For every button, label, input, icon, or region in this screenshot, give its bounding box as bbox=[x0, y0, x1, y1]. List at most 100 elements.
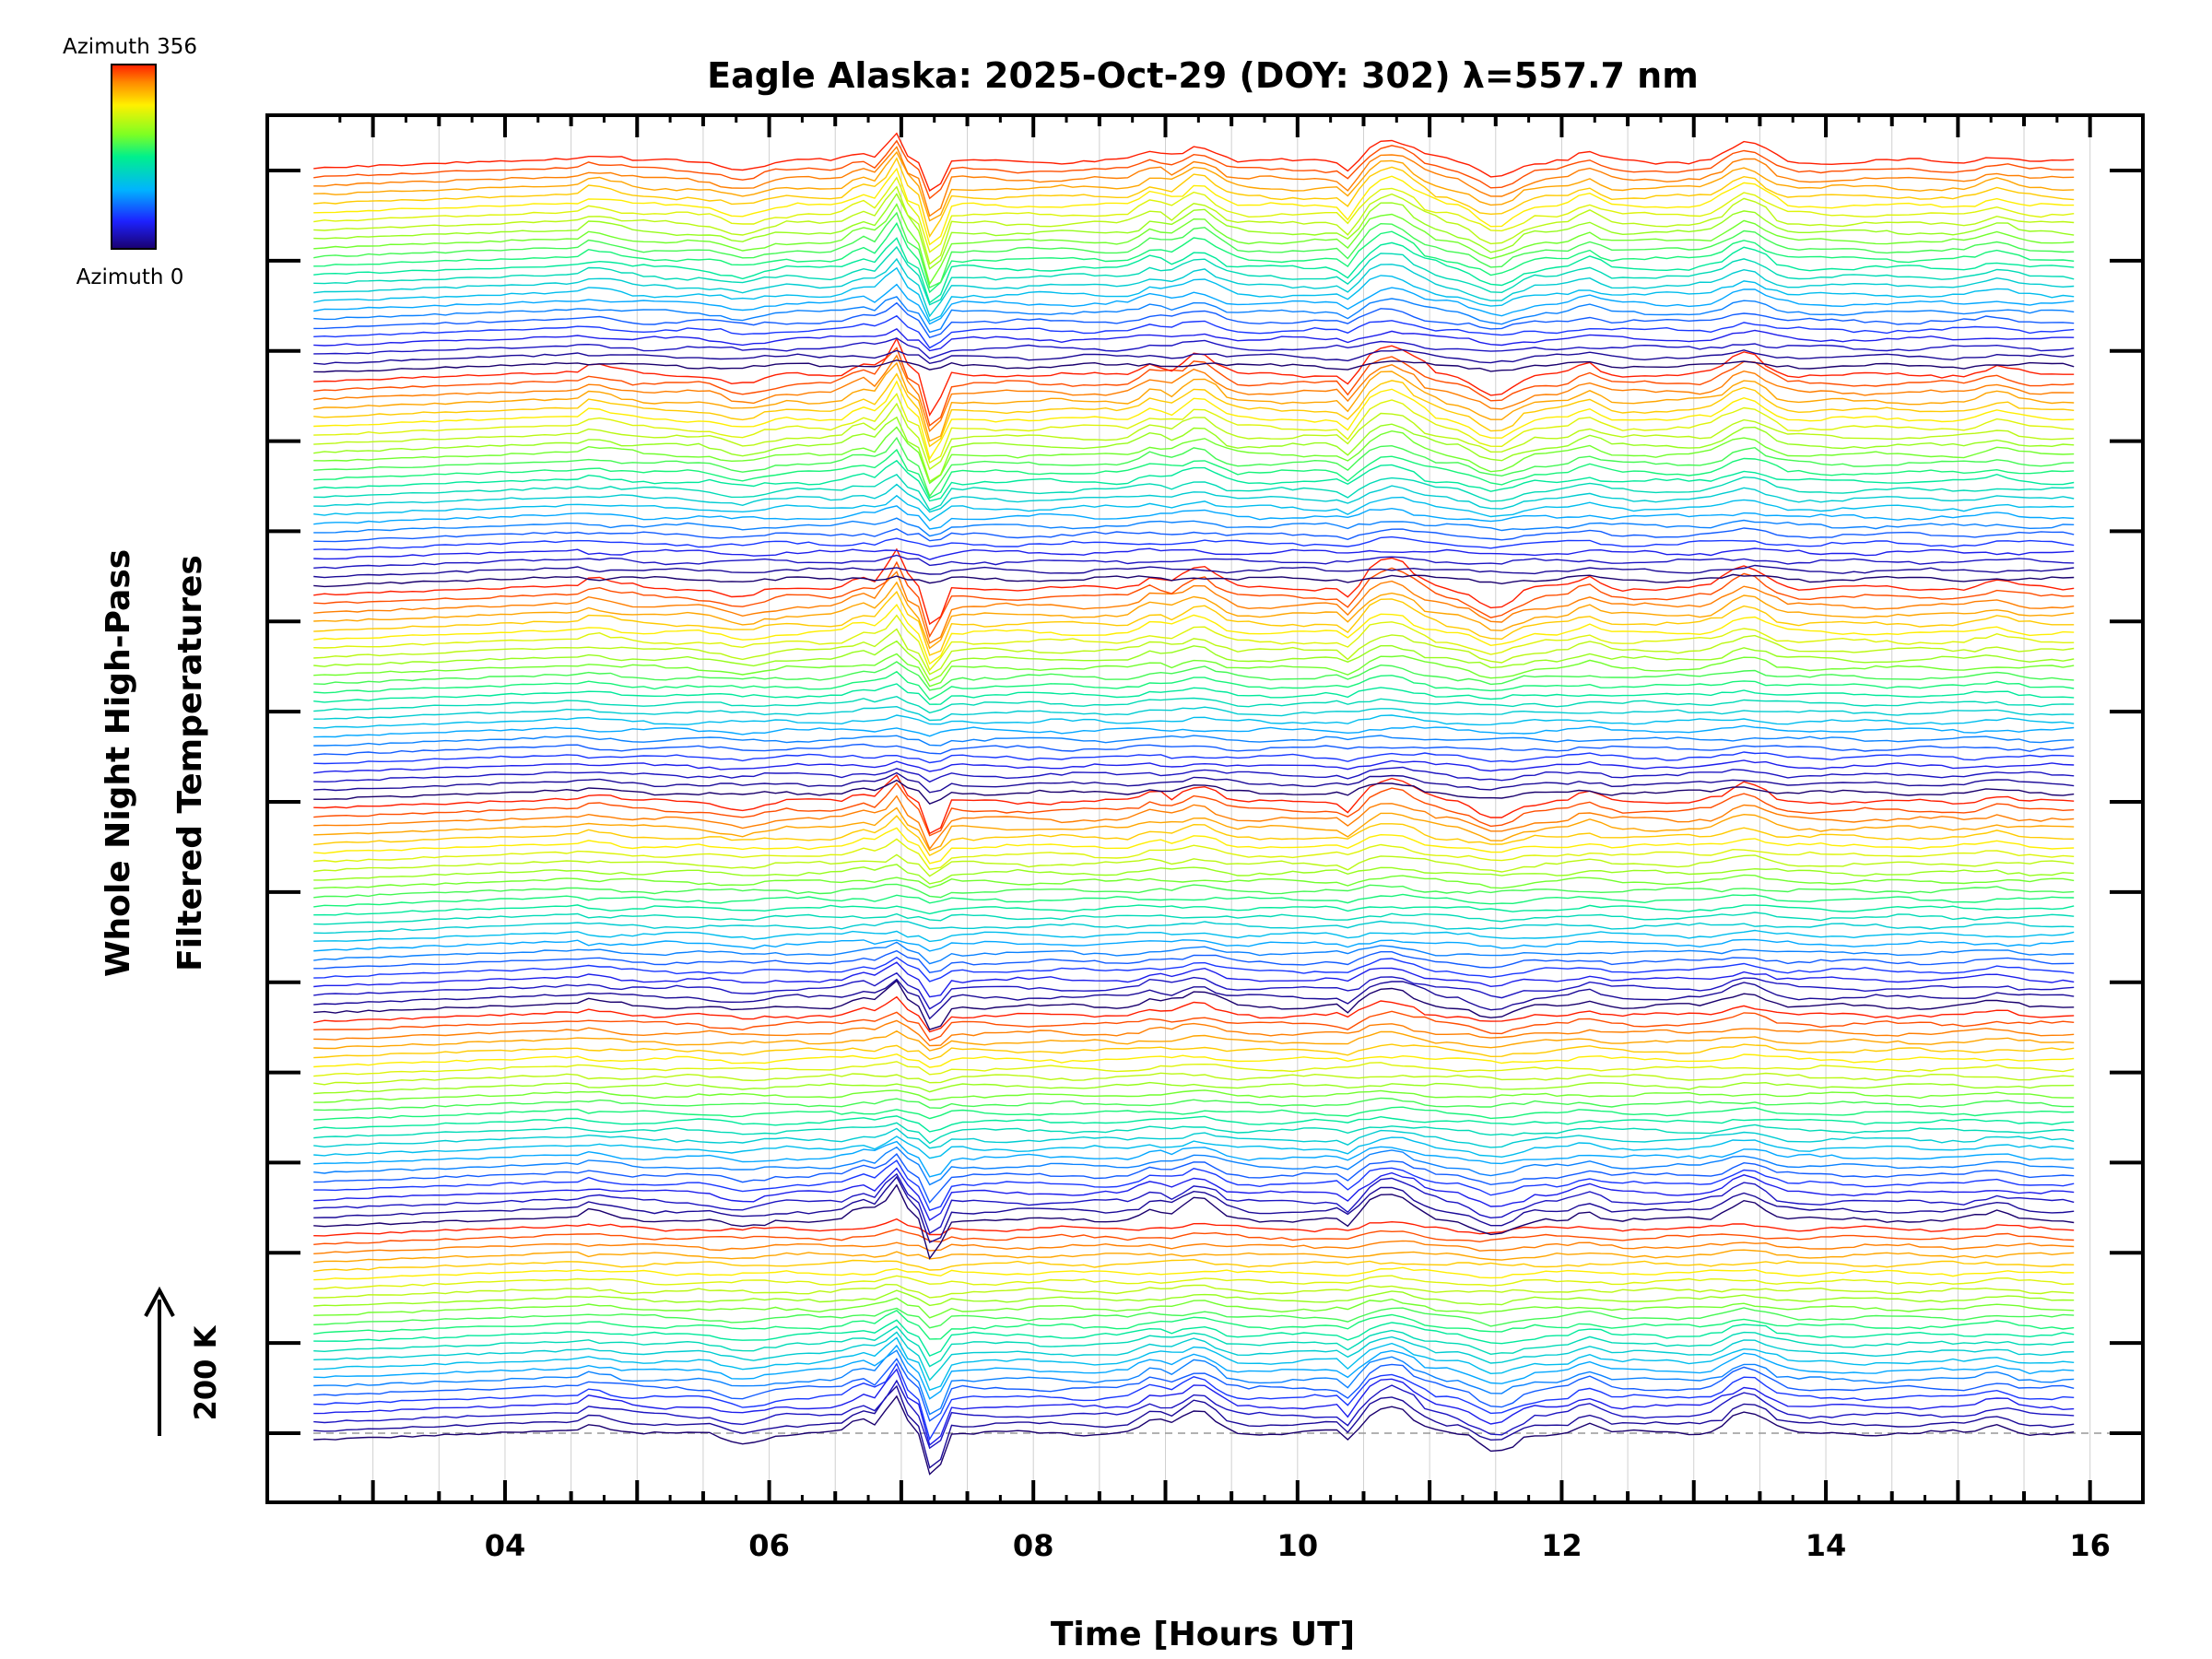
series-line bbox=[313, 560, 2075, 639]
series-line bbox=[313, 1061, 2075, 1077]
series-line bbox=[313, 146, 2075, 218]
x-tick-label: 10 bbox=[1277, 1528, 1319, 1563]
x-tick-label: 16 bbox=[2069, 1528, 2111, 1563]
series-line bbox=[313, 705, 2075, 722]
series-line bbox=[313, 380, 2075, 461]
series-line bbox=[313, 614, 2075, 672]
series-line bbox=[313, 1336, 2075, 1392]
series-line bbox=[313, 1240, 2075, 1254]
series-line bbox=[313, 771, 2075, 794]
series-line bbox=[313, 949, 2075, 973]
series-line bbox=[313, 1106, 2075, 1121]
series-line bbox=[313, 683, 2075, 705]
series-line bbox=[313, 1140, 2075, 1178]
series-line bbox=[313, 759, 2075, 774]
series-line bbox=[313, 640, 2075, 682]
series-line bbox=[313, 893, 2075, 908]
series-line bbox=[313, 416, 2075, 483]
series-line bbox=[313, 347, 2075, 427]
series-line bbox=[313, 971, 2075, 1010]
series-lines bbox=[313, 132, 2075, 1476]
series-line bbox=[313, 1053, 2075, 1068]
series-line bbox=[313, 961, 2075, 998]
series-line bbox=[313, 372, 2075, 448]
series-line bbox=[313, 724, 2075, 738]
series-line bbox=[313, 1159, 2075, 1212]
series-line bbox=[313, 348, 2075, 365]
series-line bbox=[313, 904, 2075, 916]
series-line bbox=[313, 517, 2075, 537]
series-line bbox=[313, 1229, 2075, 1245]
series-line bbox=[313, 245, 2075, 306]
series-line bbox=[313, 167, 2075, 246]
plot-frame bbox=[265, 113, 2145, 1504]
series-line bbox=[313, 337, 2075, 359]
series-line bbox=[313, 436, 2075, 498]
series-line bbox=[313, 573, 2075, 588]
series-line bbox=[313, 150, 2075, 222]
series-line bbox=[313, 547, 2075, 626]
series-line bbox=[313, 653, 2075, 688]
series-line bbox=[313, 1379, 2075, 1450]
series-line bbox=[313, 193, 2075, 270]
series-line bbox=[313, 883, 2075, 899]
series-line bbox=[313, 527, 2075, 543]
series-line bbox=[313, 237, 2075, 304]
series-line bbox=[313, 1331, 2075, 1382]
series-line bbox=[313, 773, 2075, 835]
series-line bbox=[313, 1249, 2075, 1264]
series-line bbox=[313, 1307, 2075, 1329]
colorbar bbox=[111, 64, 157, 250]
x-axis-label: Time [Hours UT] bbox=[1051, 1616, 1355, 1653]
series-line bbox=[313, 1183, 2075, 1260]
series-line bbox=[313, 628, 2075, 676]
series-line bbox=[313, 1167, 2075, 1221]
y-axis-label-line2: Filtered Temperatures bbox=[171, 555, 209, 971]
series-line bbox=[313, 1297, 2075, 1319]
series-line bbox=[313, 1072, 2075, 1086]
series-line bbox=[313, 1358, 2075, 1422]
chart-title: Eagle Alaska: 2025-Oct-29 (DOY: 302) λ=5… bbox=[707, 55, 1699, 96]
series-line bbox=[313, 1266, 2075, 1281]
series-line bbox=[313, 1010, 2075, 1041]
series-line bbox=[313, 564, 2075, 579]
series-line bbox=[313, 1153, 2075, 1204]
series-line bbox=[313, 393, 2075, 465]
series-line bbox=[313, 794, 2075, 851]
series-line bbox=[313, 1146, 2075, 1186]
series-line bbox=[313, 1362, 2075, 1441]
series-line bbox=[313, 806, 2075, 852]
series-line bbox=[313, 1325, 2075, 1368]
x-tick-label: 04 bbox=[485, 1528, 526, 1563]
series-line bbox=[313, 864, 2075, 885]
series-line bbox=[313, 266, 2075, 323]
x-tick-label: 06 bbox=[748, 1528, 790, 1563]
series-line bbox=[313, 314, 2075, 349]
series-line bbox=[313, 779, 2075, 806]
y-axis-label-line1: Whole Night High-Pass bbox=[100, 549, 137, 977]
colorbar-bottom-label: Azimuth 0 bbox=[76, 265, 184, 289]
series-line bbox=[313, 1089, 2075, 1103]
series-line bbox=[313, 1368, 2075, 1447]
series-line bbox=[313, 670, 2075, 700]
series-line bbox=[313, 139, 2075, 200]
series-line bbox=[313, 581, 2075, 650]
series-line bbox=[313, 132, 2075, 192]
series-line bbox=[313, 547, 2075, 560]
series-line bbox=[313, 571, 2075, 644]
series-line bbox=[313, 929, 2075, 943]
series-line bbox=[313, 938, 2075, 952]
series-line bbox=[313, 1115, 2075, 1133]
series-line bbox=[313, 1310, 2075, 1340]
series-line bbox=[313, 978, 2075, 1020]
series-line bbox=[313, 336, 2075, 418]
scale-bar: 200 K bbox=[144, 1286, 223, 1436]
series-line bbox=[313, 590, 2075, 656]
series-line bbox=[313, 554, 2075, 570]
series-line bbox=[313, 661, 2075, 691]
series-line bbox=[313, 695, 2075, 714]
series-line bbox=[313, 301, 2075, 339]
series-line bbox=[313, 283, 2075, 325]
scale-bar-label: 200 K bbox=[188, 1324, 223, 1420]
axes: 04 06 08 10 12 14 16 bbox=[265, 113, 2145, 1563]
